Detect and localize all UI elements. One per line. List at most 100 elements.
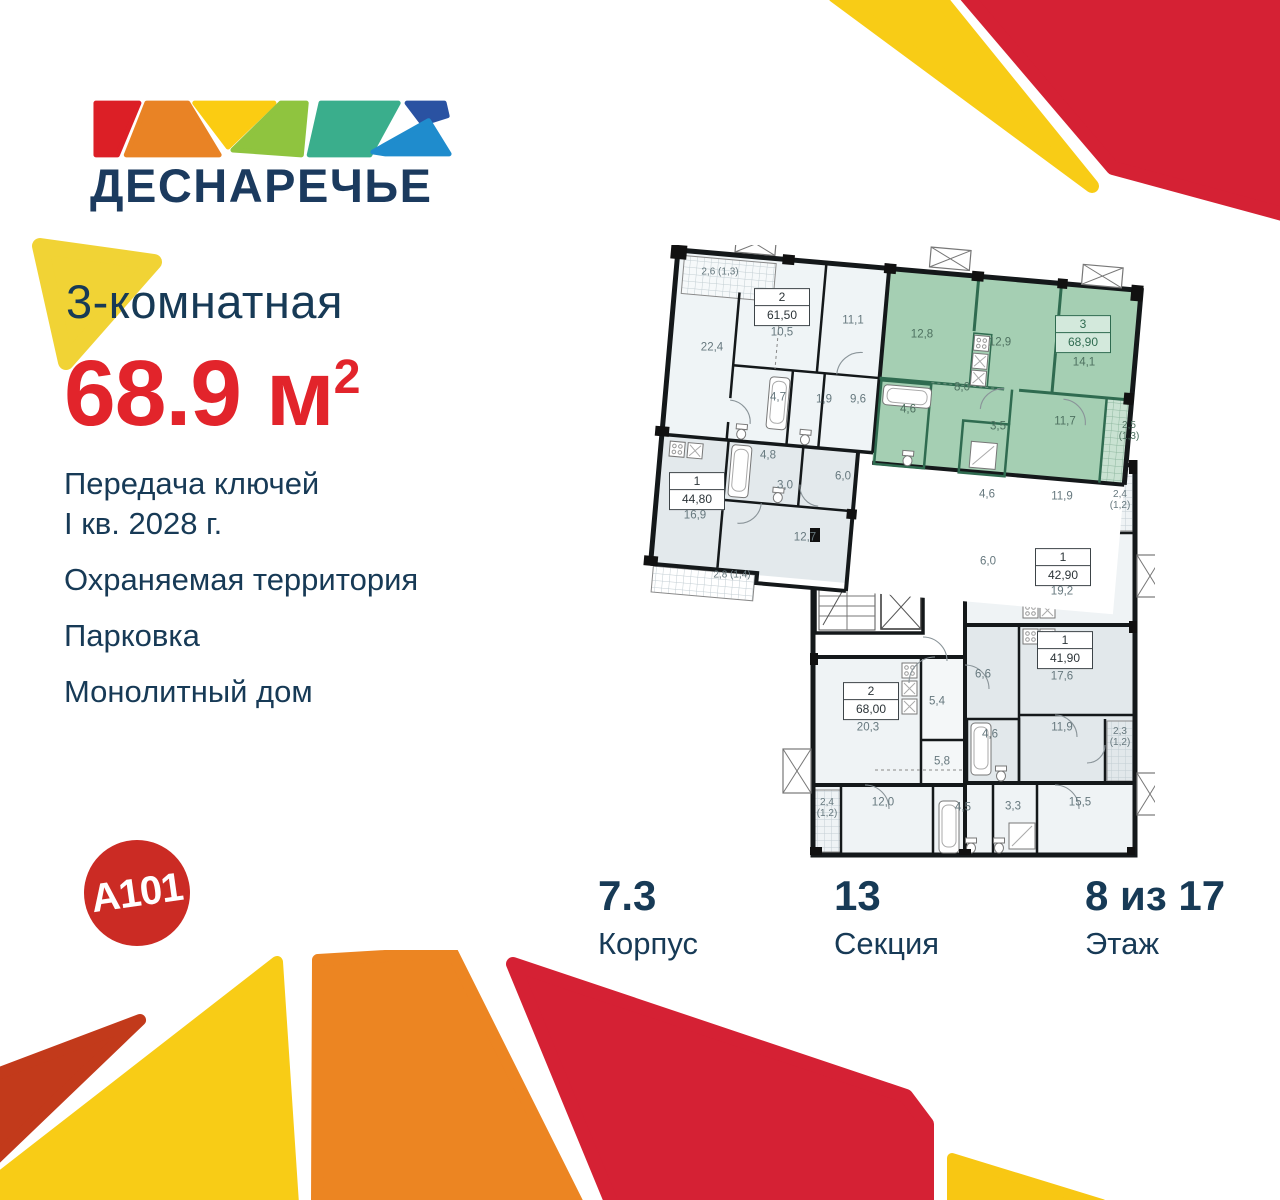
room-label: 1,9 bbox=[816, 393, 832, 406]
unit-rooms-count: 1 bbox=[1036, 549, 1090, 567]
room-label: 2,5 (1,3) bbox=[1118, 419, 1140, 442]
summary-value: 13 bbox=[834, 872, 881, 919]
feature-line: Монолитный дом bbox=[64, 674, 313, 709]
unit-area-value: 61,50 bbox=[766, 308, 798, 323]
room-label: 11,9 bbox=[1051, 490, 1073, 503]
area-unit: м bbox=[265, 341, 335, 445]
deco-small-yellow-triangle-icon bbox=[947, 1153, 1105, 1200]
room-label: 4,5 bbox=[955, 801, 971, 814]
room-label: 2,6 (1,3) bbox=[701, 266, 739, 278]
room-label: 11,1 bbox=[842, 314, 864, 327]
a101-logo: А101 bbox=[84, 840, 190, 946]
room-label: 9,6 bbox=[850, 393, 866, 406]
unit-box: 2 61,50 bbox=[754, 288, 810, 326]
unit-box: 2 68,00 bbox=[843, 682, 899, 720]
feature-line: Охраняемая территория bbox=[64, 562, 419, 597]
room-label: 16,9 bbox=[683, 509, 707, 522]
room-label: 2,4 (1,2) bbox=[816, 796, 838, 819]
deco-top-right bbox=[829, 0, 1280, 221]
unit-area-value: 42,90 bbox=[1047, 568, 1079, 583]
unit-area-value: 41,90 bbox=[1049, 651, 1081, 666]
room-label: 6,0 bbox=[835, 470, 851, 483]
room-label: 6,0 bbox=[980, 555, 996, 568]
unit-rooms-count: 2 bbox=[844, 683, 898, 701]
logo-wordmark: ДЕСНАРЕЧЬЕ bbox=[90, 159, 433, 212]
area-sup: 2 bbox=[333, 350, 361, 404]
unit-box: 1 42,90 bbox=[1035, 548, 1091, 586]
deco-orange-trapezoid-icon bbox=[311, 950, 583, 1200]
area-value: 68.9 м2 bbox=[64, 340, 361, 447]
mosaic-tile-teal bbox=[306, 100, 401, 158]
summary-value: 8 из 17 bbox=[1085, 872, 1226, 919]
room-label: 14,1 bbox=[1072, 356, 1096, 369]
room-label: 15,5 bbox=[1068, 796, 1092, 809]
mosaic-tile-yellow bbox=[192, 100, 277, 150]
unit-box: 1 41,90 bbox=[1037, 631, 1093, 669]
summary-label: Этаж bbox=[1085, 926, 1160, 961]
room-label: 22,4 bbox=[700, 341, 724, 354]
mosaic-tile-darkblue bbox=[404, 100, 450, 127]
room-label: 12,8 bbox=[910, 328, 934, 341]
room-label: 4,6 bbox=[982, 728, 998, 741]
room-label: 4,6 bbox=[900, 403, 916, 416]
mosaic-tile-green bbox=[230, 100, 309, 158]
features-list: Передача ключей I кв. 2028 г. Охраняемая т… bbox=[64, 464, 524, 712]
mosaic-tile-red bbox=[93, 100, 142, 158]
mosaic-tile-orange bbox=[123, 100, 222, 158]
room-label: 11,7 bbox=[1054, 415, 1076, 428]
unit-rooms-count: 1 bbox=[670, 473, 724, 491]
promo-triangle-icon bbox=[32, 238, 162, 370]
room-label: 12,0 bbox=[871, 796, 895, 809]
summary-item: 8 из 17 Этаж bbox=[1085, 872, 1225, 962]
room-label: 19,2 bbox=[1050, 585, 1074, 598]
area-number: 68.9 bbox=[64, 341, 242, 445]
deco-brick-triangle-icon bbox=[0, 1014, 146, 1163]
room-label: 20,3 bbox=[856, 721, 880, 734]
floorplan: 2,6 (1,3) 22,4 10,5 11,1 4,7 1,9 9,6 12,8 12,9 14… bbox=[635, 245, 1155, 870]
feature-line: Передача ключей bbox=[64, 466, 320, 501]
deco-yellow-triangle-icon bbox=[0, 956, 299, 1200]
unit-rooms-count: 3 bbox=[1056, 316, 1110, 334]
room-label: 11,9 bbox=[1051, 721, 1073, 734]
unit-box: 3 68,90 bbox=[1055, 315, 1111, 353]
unit-area-value: 68,90 bbox=[1067, 335, 1099, 350]
room-label: 2,8 (1,4) bbox=[713, 569, 751, 581]
room-label: 17,6 bbox=[1050, 670, 1074, 683]
unit-area-value: 44,80 bbox=[681, 492, 713, 507]
room-label: 4,6 bbox=[979, 488, 995, 501]
room-label: 3,3 bbox=[1005, 800, 1021, 813]
unit-area-value: 68,00 bbox=[855, 702, 887, 717]
summary-label: Секция bbox=[834, 926, 940, 961]
page-title: 3-комнатная bbox=[66, 275, 343, 328]
room-label: 12,7 bbox=[793, 531, 817, 544]
summary-value: 7.3 bbox=[598, 872, 657, 919]
unit-rooms-count: 1 bbox=[1038, 632, 1092, 650]
room-label: 3,5 bbox=[990, 420, 1006, 433]
summary-label: Корпус bbox=[598, 926, 698, 961]
room-label: 12,9 bbox=[988, 336, 1012, 349]
mosaic-tile-lightblue bbox=[370, 118, 452, 157]
room-label: 5,8 bbox=[934, 755, 950, 768]
deco-red-pentagon-icon bbox=[506, 957, 934, 1200]
feature-line: I кв. 2028 г. bbox=[64, 506, 223, 541]
room-label: 3,0 bbox=[777, 479, 793, 492]
room-label: 10,5 bbox=[770, 326, 794, 339]
deco-bottom bbox=[0, 950, 1105, 1200]
room-label: 5,4 bbox=[929, 695, 945, 708]
summary-row: 7.3 Корпус 13 Секция 8 из 17 Этаж bbox=[0, 872, 1280, 964]
room-label: 6,6 bbox=[975, 668, 991, 681]
summary-item: 13 Секция bbox=[834, 872, 939, 962]
unit-rooms-count: 2 bbox=[755, 289, 809, 307]
summary-item: 7.3 Корпус bbox=[598, 872, 698, 962]
feature-line: Парковка bbox=[64, 618, 200, 653]
room-label: 8,0 bbox=[954, 381, 970, 394]
deco-yellow-sliver-icon bbox=[829, 0, 1099, 193]
room-label: 2,3 (1,2) bbox=[1109, 725, 1131, 748]
room-label: 2,4 (1,2) bbox=[1109, 488, 1131, 511]
room-label: 4,8 bbox=[760, 449, 776, 462]
unit-box: 1 44,80 bbox=[669, 472, 725, 510]
room-label: 4,7 bbox=[770, 391, 786, 404]
logo-mosaic-icon bbox=[93, 100, 452, 158]
deco-red-shape-icon bbox=[960, 0, 1280, 221]
